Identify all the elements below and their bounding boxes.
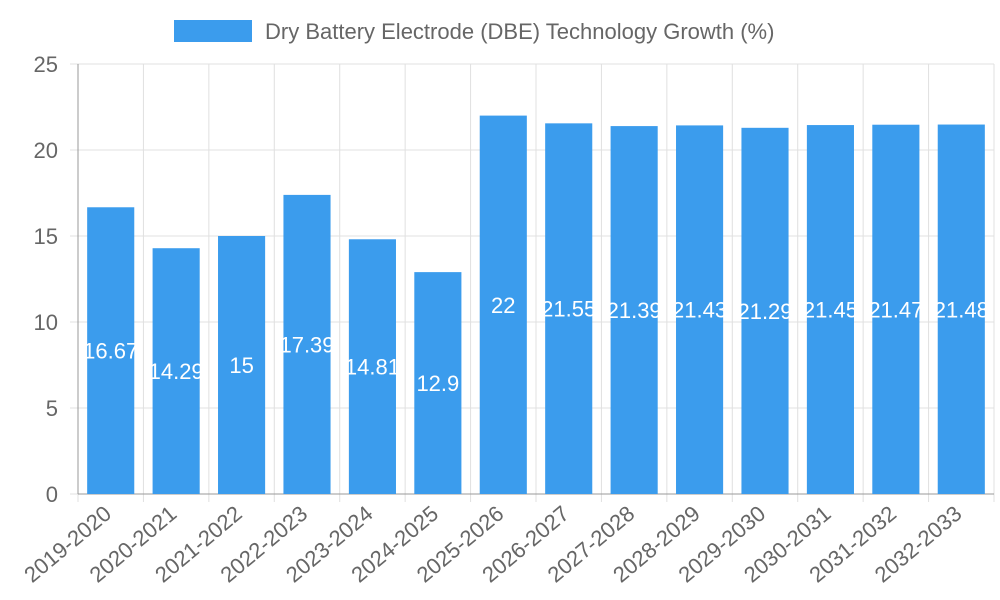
bars [87,115,985,495]
data-label: 15 [229,353,253,378]
y-tick-label: 10 [34,310,58,335]
bar [806,125,854,494]
data-label: 21.29 [737,299,792,324]
y-tick-label: 5 [46,396,58,421]
data-label: 21.48 [934,297,989,322]
data-label: 21.43 [672,298,727,323]
data-label: 21.55 [541,297,596,322]
data-label: 14.29 [149,359,204,384]
grid [70,63,995,502]
y-tick-label: 20 [34,138,58,163]
data-labels: 16.67 14.29 15 17.39 14.81 12.9 22 21.55 21.39 21… [83,293,989,396]
bar [414,272,462,494]
bar [152,248,200,494]
y-tick-label: 0 [46,482,58,507]
legend-label: Dry Battery Electrode (DBE) Technology G… [265,19,774,44]
data-label: 21.39 [607,298,662,323]
data-label: 21.47 [868,297,923,322]
legend-swatch [174,20,252,42]
data-label: 16.67 [83,339,138,364]
bar [676,125,724,495]
y-tick-label: 15 [34,224,58,249]
data-label: 22 [491,293,515,318]
bar [610,126,658,494]
bar [87,207,135,494]
bar [283,194,331,494]
bar [218,236,266,494]
y-axis-tick-labels: 0 5 10 15 20 25 [34,52,58,507]
data-label: 17.39 [279,332,334,357]
bar [937,124,985,494]
bar [348,239,396,494]
legend: Dry Battery Electrode (DBE) Technology G… [174,19,774,44]
data-label: 12.9 [416,371,459,396]
data-label: 21.45 [803,298,858,323]
bar [545,123,593,494]
x-axis-tick-labels: 2019-20202020-20212021-20222022-20232023… [19,501,966,588]
bar [741,127,789,494]
bar [479,115,527,494]
data-label: 14.81 [345,355,400,380]
bar [872,124,920,494]
y-tick-label: 25 [34,52,58,77]
